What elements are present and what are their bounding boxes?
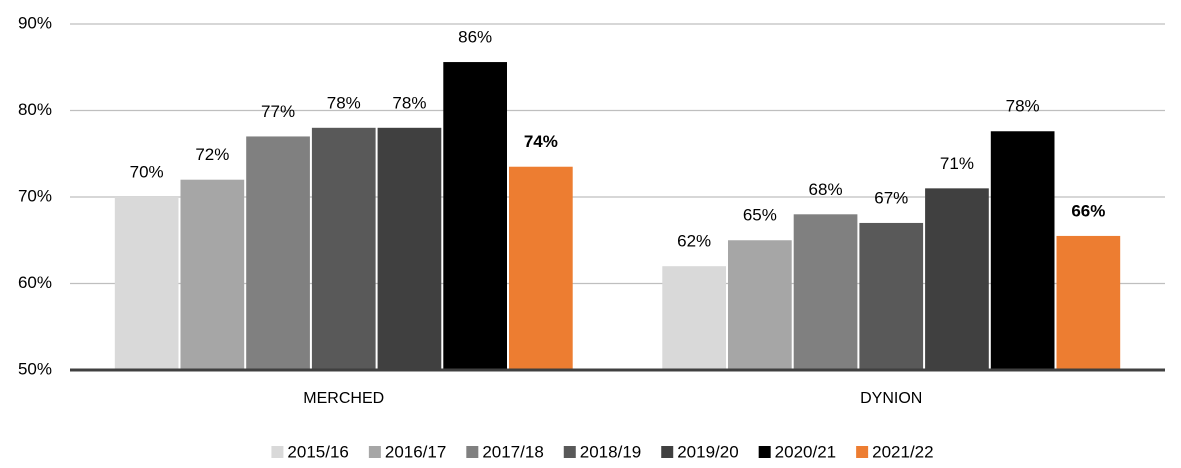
bar — [311, 127, 376, 370]
bar — [246, 136, 310, 370]
legend-swatch — [368, 446, 381, 458]
y-tick-label: 90% — [18, 13, 52, 32]
bar — [662, 266, 726, 370]
y-tick-label: 80% — [18, 100, 52, 119]
data-label: 86% — [458, 28, 492, 47]
data-label: 65% — [743, 206, 777, 225]
data-label: 62% — [677, 232, 711, 251]
bar — [728, 240, 792, 370]
legend-swatch — [661, 446, 674, 458]
data-label: 77% — [261, 102, 295, 121]
data-label: 70% — [130, 162, 164, 181]
data-label: 68% — [809, 180, 843, 199]
data-label: 78% — [1006, 97, 1040, 116]
bar — [925, 188, 989, 370]
legend-label: 2018/19 — [580, 442, 641, 461]
data-label: 74% — [524, 132, 558, 151]
legend-swatch — [271, 446, 284, 458]
legend-label: 2016/17 — [385, 442, 446, 461]
bar — [377, 127, 442, 370]
bar — [114, 197, 179, 370]
y-tick-label: 70% — [18, 186, 52, 205]
bar — [509, 166, 573, 370]
data-label: 71% — [940, 154, 974, 173]
bar — [990, 131, 1055, 370]
y-tick-label: 60% — [18, 273, 52, 292]
legend-swatch — [563, 446, 576, 458]
legend-swatch — [758, 446, 771, 458]
legend-swatch — [856, 446, 869, 458]
data-label: 78% — [392, 93, 426, 112]
legend-swatch — [466, 446, 479, 458]
legend-label: 2020/21 — [775, 442, 836, 461]
data-label: 66% — [1071, 201, 1105, 220]
legend-label: 2015/16 — [287, 442, 348, 461]
data-label: 67% — [874, 188, 908, 207]
data-label: 72% — [195, 145, 229, 164]
x-tick-label: DYNION — [860, 390, 922, 407]
legend: 2015/16 2016/17 2017/18 2018/19 2019/20 2020/… — [271, 442, 934, 461]
legend-label: 2017/18 — [482, 442, 543, 461]
bar — [1056, 235, 1121, 370]
bar — [859, 222, 924, 370]
y-tick-label: 50% — [18, 359, 52, 378]
bar — [180, 179, 245, 370]
bar — [443, 62, 507, 371]
legend-label: 2019/20 — [677, 442, 738, 461]
legend-label: 2021/22 — [872, 442, 933, 461]
data-label: 78% — [327, 93, 361, 112]
bar — [793, 214, 858, 370]
x-tick-label: MERCHED — [303, 390, 384, 407]
